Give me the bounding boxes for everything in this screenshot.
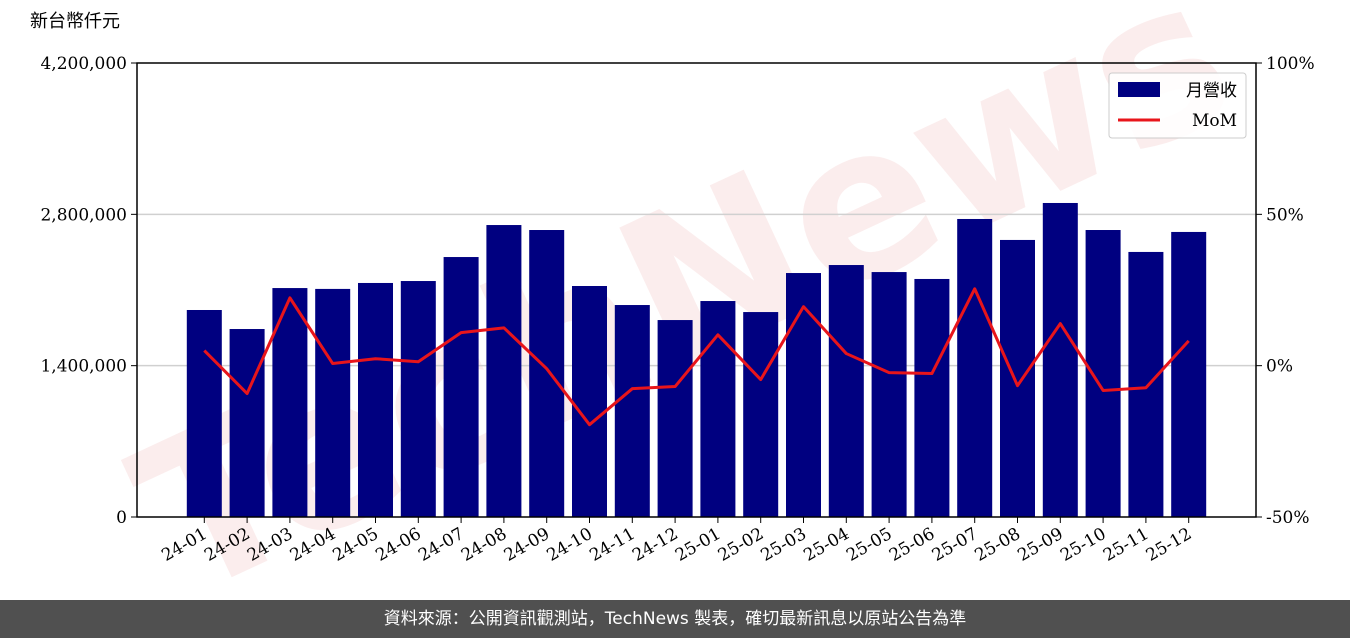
y2-tick-label: 0% — [1266, 357, 1293, 377]
x-tick-label: 24-11 — [586, 524, 638, 566]
bar — [572, 286, 607, 517]
y-tick-label: 4,200,000 — [40, 54, 127, 74]
x-tick-label: 25-12 — [1143, 524, 1195, 566]
bar — [914, 278, 950, 517]
chart: 新台幣仟元 TechNews 01,400,0002,800,0004,200,… — [30, 0, 1315, 600]
legend-swatch — [1118, 82, 1160, 97]
x-tick-label: 25-02 — [715, 524, 767, 566]
x-tick-label: 24-08 — [458, 524, 510, 566]
y-tick-label: 2,800,000 — [40, 205, 127, 225]
bar — [486, 225, 522, 517]
x-tick-label: 24-12 — [629, 524, 681, 566]
bar — [186, 309, 222, 517]
x-tick-label: 24-09 — [501, 524, 553, 566]
x-tick-label: 25-05 — [843, 524, 895, 566]
x-tick-label: 25-03 — [758, 524, 810, 566]
bar — [957, 218, 993, 517]
bar — [871, 272, 907, 517]
bar — [315, 288, 351, 517]
bar — [400, 281, 436, 517]
bar — [229, 329, 265, 517]
bar — [529, 230, 565, 517]
bar — [614, 305, 650, 517]
x-tick-label: 25-08 — [972, 524, 1024, 566]
x-tick-label: 25-11 — [1100, 524, 1152, 566]
x-tick-label: 25-06 — [886, 524, 938, 566]
footer: 資料來源：公開資訊觀測站，TechNews 製表，確切最新訊息以原站公告為準 — [0, 600, 1350, 638]
x-tick-label: 25-10 — [1057, 524, 1109, 566]
bar — [743, 312, 779, 517]
y2-tick-label: 50% — [1266, 205, 1304, 225]
bar — [657, 320, 693, 517]
x-tick-label: 25-01 — [672, 524, 724, 566]
y2-tick-label: 100% — [1266, 54, 1315, 74]
x-tick-label: 25-04 — [800, 524, 852, 566]
legend-label: 月營收 — [1186, 81, 1237, 101]
bar — [1042, 202, 1078, 517]
y-axis-label: 新台幣仟元 — [30, 11, 120, 32]
y-tick-label: 1,400,000 — [40, 357, 127, 377]
bar — [1171, 231, 1207, 517]
bar — [443, 257, 479, 517]
bar — [786, 273, 821, 517]
bar — [1000, 239, 1035, 517]
y2-tick-label: -50% — [1266, 508, 1310, 528]
legend-label: MoM — [1192, 111, 1237, 131]
plot-frame — [136, 62, 1257, 518]
bar — [1128, 251, 1164, 517]
bar — [828, 265, 864, 517]
line — [203, 287, 1190, 427]
x-tick-label: 25-09 — [1014, 524, 1066, 566]
x-tick-label: 24-10 — [544, 524, 596, 566]
bar — [358, 282, 393, 517]
y-tick-label: 0 — [116, 508, 127, 528]
x-tick-label: 25-07 — [929, 524, 981, 566]
